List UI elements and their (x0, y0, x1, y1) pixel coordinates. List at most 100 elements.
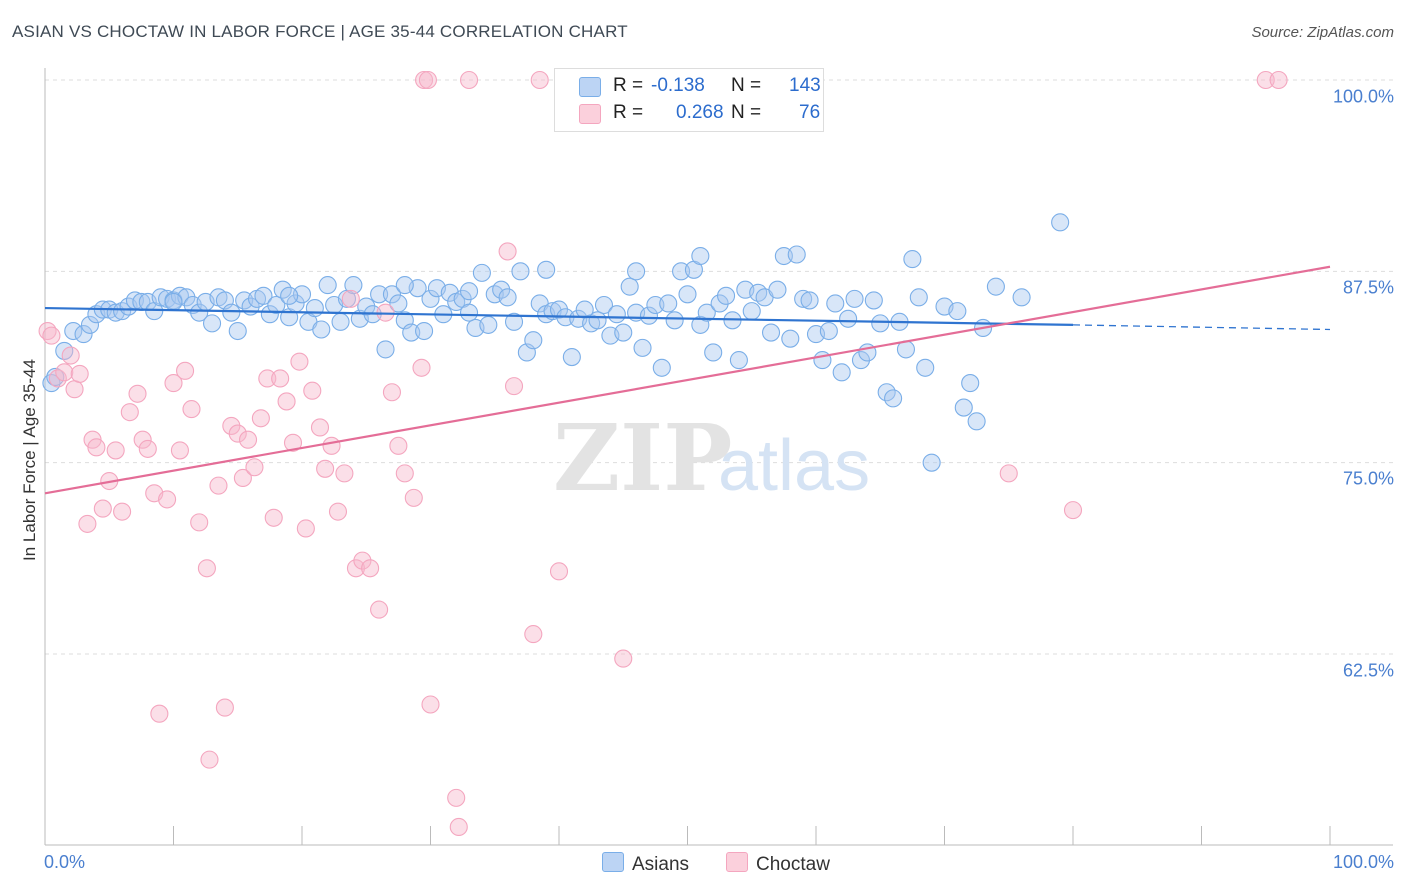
asians-point-92 (639, 306, 659, 325)
choctaw-point-41 (290, 352, 309, 371)
asians-point-95 (659, 294, 678, 313)
asians-point-40 (305, 299, 324, 318)
choctaw-point-49 (341, 289, 360, 308)
asians-point-66 (472, 263, 491, 282)
asians-point-143 (986, 277, 1005, 296)
choctaw-point-55 (382, 383, 402, 402)
asians-point-72 (511, 262, 530, 281)
asians-point-115 (787, 245, 806, 264)
choctaw-point-24 (182, 400, 201, 419)
asians-point-70 (498, 288, 517, 307)
choctaw-point-16 (133, 430, 152, 449)
asians-point-117 (800, 291, 819, 310)
choctaw-point-64 (498, 242, 517, 261)
asians-point-102 (704, 343, 723, 362)
choctaw-point-7 (78, 514, 97, 533)
choctaw-point-74 (415, 70, 434, 90)
choctaw-point-53 (370, 600, 389, 619)
n-label: N = (731, 102, 762, 123)
choctaw-point-48 (335, 464, 354, 483)
choctaw-point-58 (404, 488, 423, 507)
asians-point-111 (761, 323, 781, 342)
choctaw-point-69 (614, 649, 633, 668)
asians-point-27 (222, 303, 241, 322)
choctaw-point-62 (449, 817, 468, 837)
choctaw-point-31 (228, 424, 247, 443)
asians-point-41 (312, 320, 331, 339)
asians-point-33 (260, 305, 279, 324)
choctaw-legend-label: Choctaw (756, 854, 830, 875)
asians-point-2 (55, 341, 74, 360)
asians-point-134 (909, 288, 928, 307)
asians-point-109 (749, 283, 768, 302)
choctaw-point-43 (303, 381, 322, 400)
asians-point-58 (421, 289, 440, 308)
choctaw-point-3 (55, 363, 74, 382)
asians-n-value: 143 (789, 75, 821, 96)
asians-point-101 (697, 303, 716, 322)
y-axis-label: In Labor Force | Age 35-44 (20, 359, 39, 561)
choctaw-point-25 (190, 513, 209, 532)
asians-point-127 (864, 291, 883, 310)
choctaw-point-45 (316, 459, 335, 478)
asians-point-146 (691, 246, 710, 266)
asians-point-121 (826, 294, 845, 313)
asians-point-145 (1051, 213, 1070, 232)
asians-swatch (579, 77, 601, 97)
choctaw-point-21 (164, 374, 183, 393)
series-legend-choctaw: Choctaw (726, 852, 830, 876)
asians-point-128 (871, 314, 890, 333)
asians-point-69 (492, 280, 511, 299)
asians-point-67 (479, 315, 498, 334)
y-tick-label-75: 75.0% (1342, 468, 1394, 489)
y-tick-label-100: 100.0% (1332, 86, 1394, 107)
asians-point-144 (1012, 288, 1031, 307)
asians-point-116 (794, 289, 813, 308)
choctaw-point-46 (322, 436, 341, 455)
asians-point-106 (729, 351, 748, 370)
asians-point-114 (781, 329, 800, 348)
asians-point-34 (267, 295, 286, 315)
asians-point-150 (395, 276, 414, 295)
choctaw-point-13 (113, 502, 132, 521)
asians-point-50 (370, 285, 389, 304)
asians-point-104 (716, 286, 736, 305)
choctaw-legend-swatch (726, 852, 748, 872)
asians-point-87 (607, 305, 626, 324)
x-tick-label-max: 100.0% (1332, 852, 1394, 872)
choctaw-point-57 (395, 464, 414, 483)
choctaw-point-27 (200, 750, 219, 769)
choctaw-point-32 (233, 468, 252, 488)
scatter-points (38, 70, 1288, 837)
asians-point-103 (710, 294, 729, 313)
choctaw-point-71 (1063, 501, 1083, 520)
choctaw-trend-line (44, 265, 1331, 495)
choctaw-point-44 (310, 418, 330, 437)
choctaw-point-4 (61, 346, 80, 365)
choctaw-point-40 (283, 433, 303, 452)
y-tick-label-87-5: 87.5% (1342, 277, 1394, 298)
asians-point-124 (845, 289, 864, 308)
watermark-atlas: atlas (718, 426, 870, 506)
choctaw-point-35 (251, 409, 270, 428)
axes (44, 68, 1393, 846)
choctaw-point-15 (128, 384, 147, 403)
choctaw-point-12 (106, 441, 125, 460)
choctaw-point-23 (176, 361, 195, 380)
x-tick-label-min: 0.0% (44, 852, 86, 872)
asians-legend-label: Asians (632, 854, 690, 875)
choctaw-point-65 (504, 377, 524, 396)
choctaw-point-42 (296, 519, 315, 538)
choctaw-point-26 (197, 559, 216, 578)
choctaw-point-66 (524, 625, 543, 644)
asians-point-89 (620, 277, 639, 296)
choctaw-point-34 (245, 458, 264, 477)
asians-point-108 (742, 302, 761, 321)
choctaw-point-56 (389, 436, 408, 455)
choctaw-point-17 (138, 439, 157, 458)
chart-title: ASIAN VS CHOCTAW IN LABOR FORCE | AGE 35… (12, 22, 628, 41)
asians-point-139 (954, 398, 973, 417)
source-label: Source: ZipAtlas.com (1251, 24, 1394, 41)
choctaw-swatch (579, 104, 601, 124)
choctaw-point-63 (459, 70, 479, 90)
